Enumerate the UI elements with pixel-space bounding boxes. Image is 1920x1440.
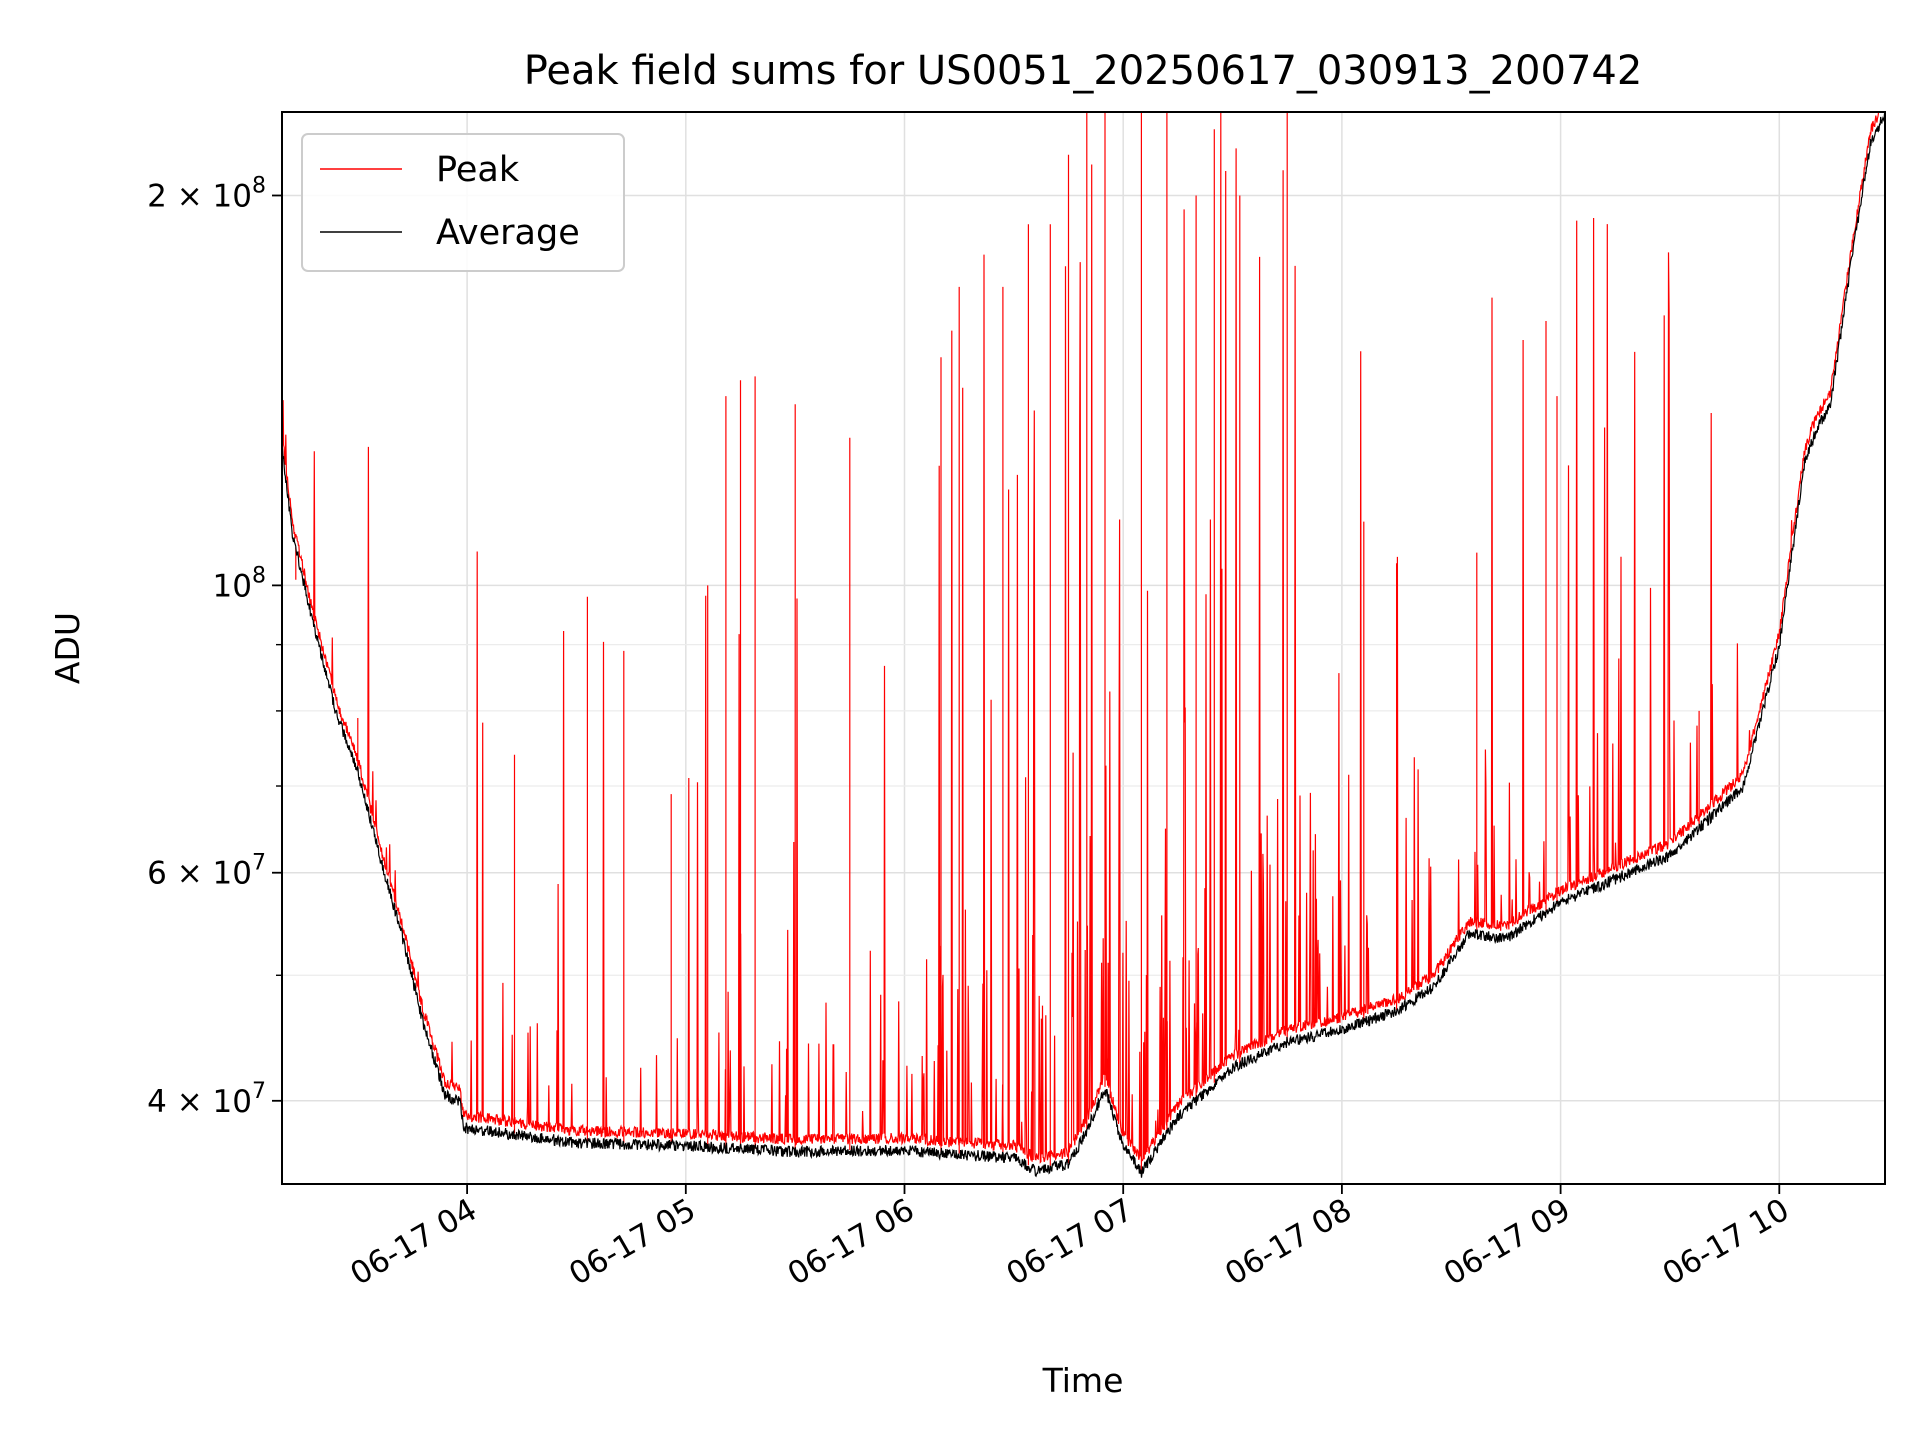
series-line-average (282, 113, 1885, 1178)
y-tick-label: 2 × 108 (147, 173, 266, 214)
y-tick-label: 108 (213, 563, 266, 604)
chart-title: Peak field sums for US0051_20250617_0309… (524, 48, 1643, 94)
legend: Peak Average (301, 133, 625, 272)
y-tick-label: 4 × 107 (147, 1079, 266, 1120)
y-axis: 4 × 107 6 × 107 108 2 × 108 (147, 173, 282, 1120)
legend-label-peak: Peak (436, 150, 520, 190)
series-line-peak (282, 112, 1885, 1172)
y-axis-label: ADU (48, 612, 87, 684)
plot-frame (281, 111, 1886, 1185)
x-axis-label: Time (1042, 1361, 1124, 1400)
plot-area (282, 112, 1885, 1178)
legend-label-average: Average (436, 213, 580, 253)
y-tick-label: 6 × 107 (147, 851, 266, 892)
